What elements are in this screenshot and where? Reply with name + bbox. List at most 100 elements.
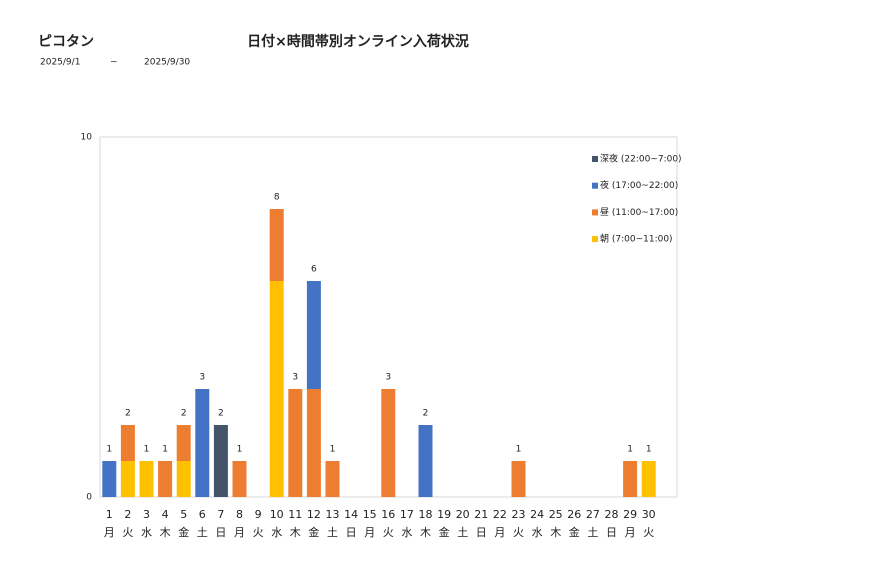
bar-segment [269,281,284,497]
x-tick-label: 21 [474,508,488,521]
x-weekday-label: 水 [401,526,412,539]
total-label: 1 [646,445,652,455]
x-weekday-label: 日 [346,526,357,539]
x-weekday-label: 木 [290,526,301,539]
x-tick-label: 30 [642,508,656,521]
bar-segment [232,461,247,497]
x-tick-label: 17 [400,508,414,521]
x-weekday-label: 金 [569,525,580,539]
total-label: 2 [181,409,187,419]
x-weekday-label: 木 [550,526,561,539]
y-tick-label: 0 [86,493,92,503]
bar-segment [195,389,210,497]
x-weekday-label: 日 [215,526,226,539]
total-label: 1 [144,445,150,455]
date-to: 2025/9/30 [144,58,190,68]
x-weekday-label: 日 [606,526,617,539]
total-label: 2 [423,409,429,419]
bar-segment [381,389,396,497]
x-weekday-label: 火 [643,526,654,539]
total-label: 8 [274,193,280,203]
x-weekday-label: 木 [160,526,171,539]
x-tick-label: 4 [162,508,169,521]
x-tick-label: 6 [199,508,206,521]
bar-segment [158,461,173,497]
x-tick-label: 13 [326,508,340,521]
total-label: 3 [385,373,391,383]
total-label: 1 [106,445,112,455]
x-weekday-label: 水 [271,526,282,539]
total-label: 2 [125,409,131,419]
x-weekday-label: 金 [308,525,319,539]
x-weekday-label: 月 [494,526,505,539]
x-weekday-label: 日 [476,526,487,539]
date-from: 2025/9/1 [40,58,80,68]
total-label: 1 [627,445,633,455]
x-tick-label: 29 [623,508,637,521]
bar-segment [511,461,526,497]
x-weekday-label: 土 [197,526,208,539]
total-label: 3 [292,373,298,383]
total-label: 1 [516,445,522,455]
total-label: 1 [237,445,243,455]
x-weekday-label: 火 [383,526,394,539]
legend-swatch [592,209,598,216]
shop-name: ピコタン [38,34,94,50]
x-tick-label: 1 [106,508,113,521]
legend-label: 夜 (17:00~22:00) [600,179,678,191]
x-tick-label: 15 [363,508,377,521]
x-weekday-label: 火 [122,526,133,539]
legend-label: 深夜 (22:00~7:00) [600,153,682,165]
bar-segment [306,281,321,389]
bar-segment [418,425,433,497]
x-tick-label: 11 [288,508,302,521]
x-weekday-label: 火 [253,526,264,539]
x-tick-label: 20 [456,508,470,521]
x-tick-label: 5 [180,508,187,521]
bar-segment [213,425,228,497]
bar-segment [306,389,321,497]
x-weekday-label: 金 [439,525,450,539]
bar-segment [288,389,303,497]
x-weekday-label: 月 [234,526,245,539]
x-weekday-label: 木 [420,526,431,539]
bar-segment [176,425,191,461]
x-tick-label: 27 [586,508,600,521]
y-tick-label: 10 [81,133,93,143]
x-weekday-label: 水 [141,526,152,539]
total-label: 3 [199,373,205,383]
x-weekday-label: 月 [104,526,115,539]
x-tick-label: 14 [344,508,358,521]
x-weekday-label: 金 [178,525,189,539]
total-label: 1 [330,445,336,455]
x-weekday-label: 土 [587,526,598,539]
x-tick-label: 12 [307,508,321,521]
x-tick-label: 19 [437,508,451,521]
date-separator: ~ [110,58,118,68]
x-tick-label: 9 [255,508,262,521]
x-tick-label: 2 [124,508,131,521]
x-weekday-label: 水 [532,526,543,539]
bar-segment [269,209,284,281]
legend-label: 昼 (11:00~17:00) [600,207,678,218]
x-weekday-label: 土 [327,526,338,539]
x-weekday-label: 月 [625,526,636,539]
x-weekday-label: 土 [457,526,468,539]
bar-segment [139,461,154,497]
x-tick-label: 22 [493,508,507,521]
bar-segment [102,461,117,497]
x-tick-label: 23 [512,508,526,521]
legend-swatch [592,182,598,189]
x-tick-label: 24 [530,508,544,521]
x-tick-label: 3 [143,508,150,521]
x-tick-label: 28 [605,508,619,521]
bar-segment [623,461,638,497]
bar-segment [176,461,191,497]
legend-swatch [592,156,598,162]
chart-title: 日付×時間帯別オンライン入荷状況 [247,33,469,50]
legend-swatch [592,236,598,243]
x-tick-label: 16 [381,508,395,521]
bar-segment [325,461,340,497]
total-label: 1 [162,445,168,455]
